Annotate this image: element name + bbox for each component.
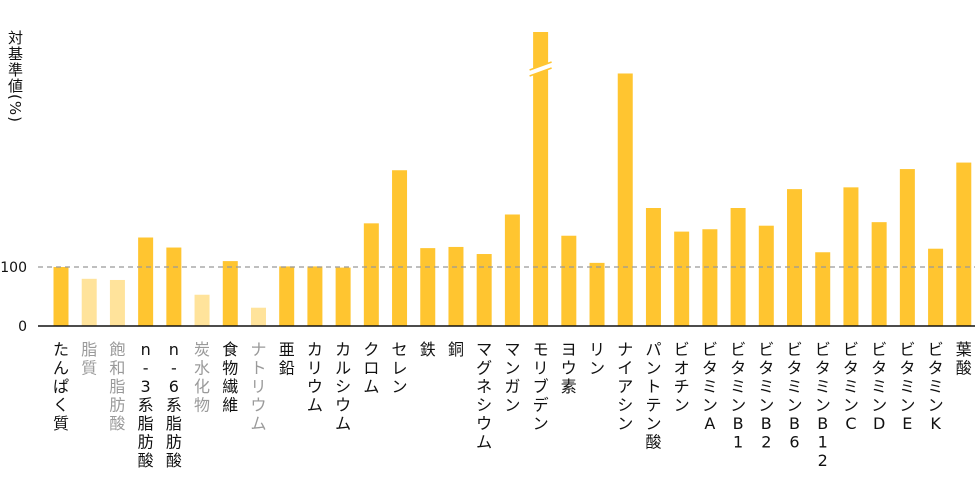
category-label-8: ナトリウム [250,340,266,433]
category-label-28: ビタミン B 1 2 [815,340,831,470]
category-label-6: 炭水化物 [194,340,210,415]
bar-33 [956,162,972,326]
category-label-11: カルシウム [335,340,351,433]
bar-14 [420,248,436,326]
bar-5 [166,247,182,326]
bar-13 [392,170,408,326]
category-label-31: ビタミン E [899,340,915,433]
bar-29 [843,187,859,326]
category-label-1: たんぱく質 [53,340,69,433]
bar-28 [815,252,831,326]
bar-24 [702,229,718,326]
axis-break-line-bottom [529,67,552,77]
bar-8 [250,307,266,326]
category-label-2: 脂質 [81,340,97,378]
bar-17 [504,214,520,326]
bar-3 [109,279,125,326]
bar-20 [589,262,605,326]
category-label-14: 鉄 [420,340,436,359]
axis-break-marks [529,61,552,77]
category-label-9: 亜鉛 [279,340,295,378]
category-label-25: ビタミン B 1 [730,340,746,452]
category-label-4: n -3 系脂肪酸 [138,340,154,470]
bar-30 [871,222,887,326]
bar-12 [363,223,379,326]
bar-31 [899,169,915,326]
category-label-12: クロム [363,340,379,396]
bar-4 [138,237,154,326]
category-label-16: マグネシウム [476,340,492,452]
category-label-15: 銅 [448,340,464,359]
category-label-24: ビタミン A [702,340,718,433]
bar-7 [222,261,238,326]
bar-6 [194,294,210,326]
category-label-26: ビタミン B 2 [758,340,774,452]
bar-1 [53,267,69,326]
category-label-20: リン [589,340,605,378]
category-label-17: マンガン [504,340,520,415]
category-label-13: セレン [392,340,408,396]
y-ticks-group: 0 100 [0,260,27,335]
category-label-21: ナイアシン [617,340,633,433]
bar-19 [561,235,577,326]
category-label-7: 食物繊維 [222,340,238,415]
category-label-32: ビタミン K [928,340,944,433]
category-label-23: ビオチン [674,340,690,415]
category-label-30: ビタミン D [871,340,887,433]
axis-break-gap [529,62,552,76]
y-tick-0: 0 [18,319,27,335]
bar-15 [448,246,464,326]
category-label-33: 葉酸 [956,340,972,378]
category-label-5: n -6 系脂肪酸 [166,340,182,470]
category-label-3: 飽和脂肪酸 [109,340,125,433]
bar-18 [533,32,549,326]
category-label-22: パントテン酸 [645,340,661,452]
category-label-29: ビタミン C [843,340,859,433]
bar-21 [617,73,633,326]
bar-10 [307,266,323,326]
bar-9 [279,266,295,326]
y-tick-100: 100 [0,260,27,276]
category-label-18: モリブデン [533,340,549,433]
bar-27 [787,189,803,326]
bar-23 [674,231,690,326]
bar-26 [758,225,774,326]
bar-16 [476,254,492,326]
bar-25 [730,208,746,326]
bars-group [53,32,972,326]
bar-2 [81,278,97,326]
y-axis-label: 対基準値(%) [6,30,24,123]
category-label-27: ビタミン B 6 [787,340,803,452]
category-label-10: カリウム [307,340,323,415]
category-label-19: ヨウ素 [561,340,577,396]
bar-11 [335,267,351,326]
axis-break-line-top [529,61,552,71]
bar-32 [928,248,944,326]
